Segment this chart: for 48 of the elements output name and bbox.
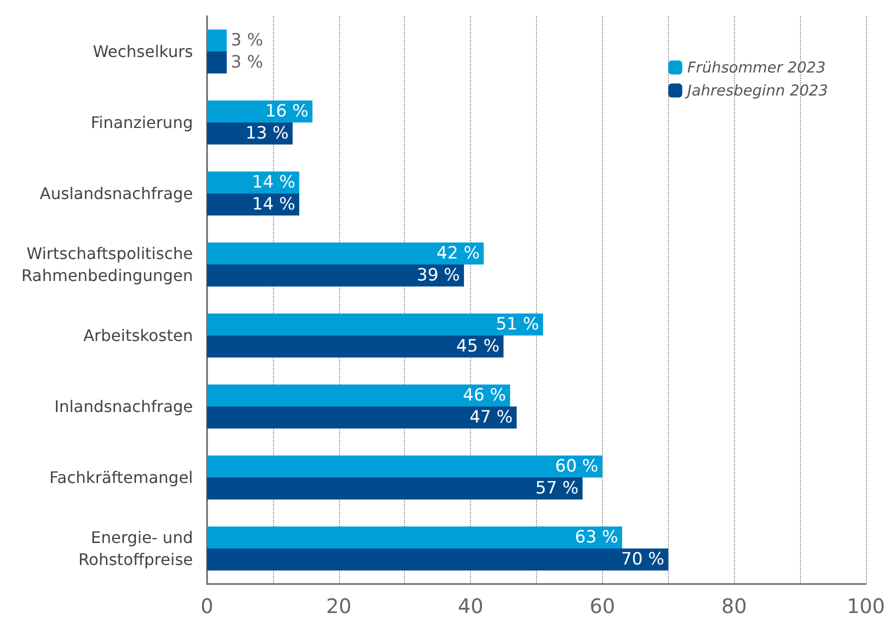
bar	[207, 52, 227, 74]
x-tick-label: 20	[326, 594, 352, 618]
x-tick-label: 60	[590, 594, 616, 618]
data-label: 14 %	[252, 194, 296, 214]
data-label: 39 %	[416, 266, 460, 286]
bar	[207, 548, 668, 570]
bar	[207, 456, 602, 478]
bar	[207, 264, 464, 286]
y-tick-label: Inlandsnachfrage	[54, 397, 193, 416]
bar	[207, 336, 504, 358]
data-label: 51 %	[496, 314, 540, 334]
x-tick-label: 80	[721, 594, 747, 618]
bar	[207, 242, 484, 264]
x-tick-label: 40	[458, 594, 484, 618]
data-label: 16 %	[265, 102, 308, 122]
y-tick-label: Auslandsnachfrage	[40, 184, 193, 203]
y-tick-label: Wirtschaftspolitische Rahmenbedingungen	[21, 244, 193, 285]
x-tick-label: 100	[846, 594, 886, 618]
y-tick-label: Finanzierung	[90, 113, 193, 132]
data-label: 45 %	[456, 336, 500, 356]
x-tick-label: 0	[200, 594, 214, 618]
y-tick-label: Fachkräftemangel	[49, 468, 193, 487]
data-label: 13 %	[245, 124, 289, 144]
y-tick-label: Arbeitskosten	[83, 326, 193, 345]
legend-label: Frühsommer 2023	[687, 58, 826, 76]
bar	[207, 100, 312, 122]
data-label: 47 %	[469, 408, 513, 428]
data-label: 60 %	[555, 456, 598, 476]
data-label: 70 %	[621, 550, 664, 570]
legend-label: Jahresbeginn 2023	[684, 82, 828, 100]
data-label: 63 %	[574, 528, 618, 548]
bar	[207, 30, 227, 52]
y-tick-label: Energie- und Rohstoffpreise	[78, 528, 193, 569]
data-label: 3 %	[230, 52, 264, 72]
data-label: 14 %	[252, 172, 296, 192]
data-label: 57 %	[535, 478, 579, 498]
bar	[207, 406, 517, 428]
bar	[207, 478, 583, 500]
data-label: 46 %	[462, 386, 506, 406]
y-tick-label: Wechselkurs	[92, 42, 193, 61]
bar	[207, 194, 300, 216]
data-label: 3 %	[230, 30, 264, 50]
bar	[207, 314, 544, 336]
bar	[207, 384, 510, 406]
bar	[207, 122, 293, 144]
bar	[207, 172, 300, 194]
data-label: 42 %	[436, 244, 480, 264]
bar	[207, 526, 622, 548]
